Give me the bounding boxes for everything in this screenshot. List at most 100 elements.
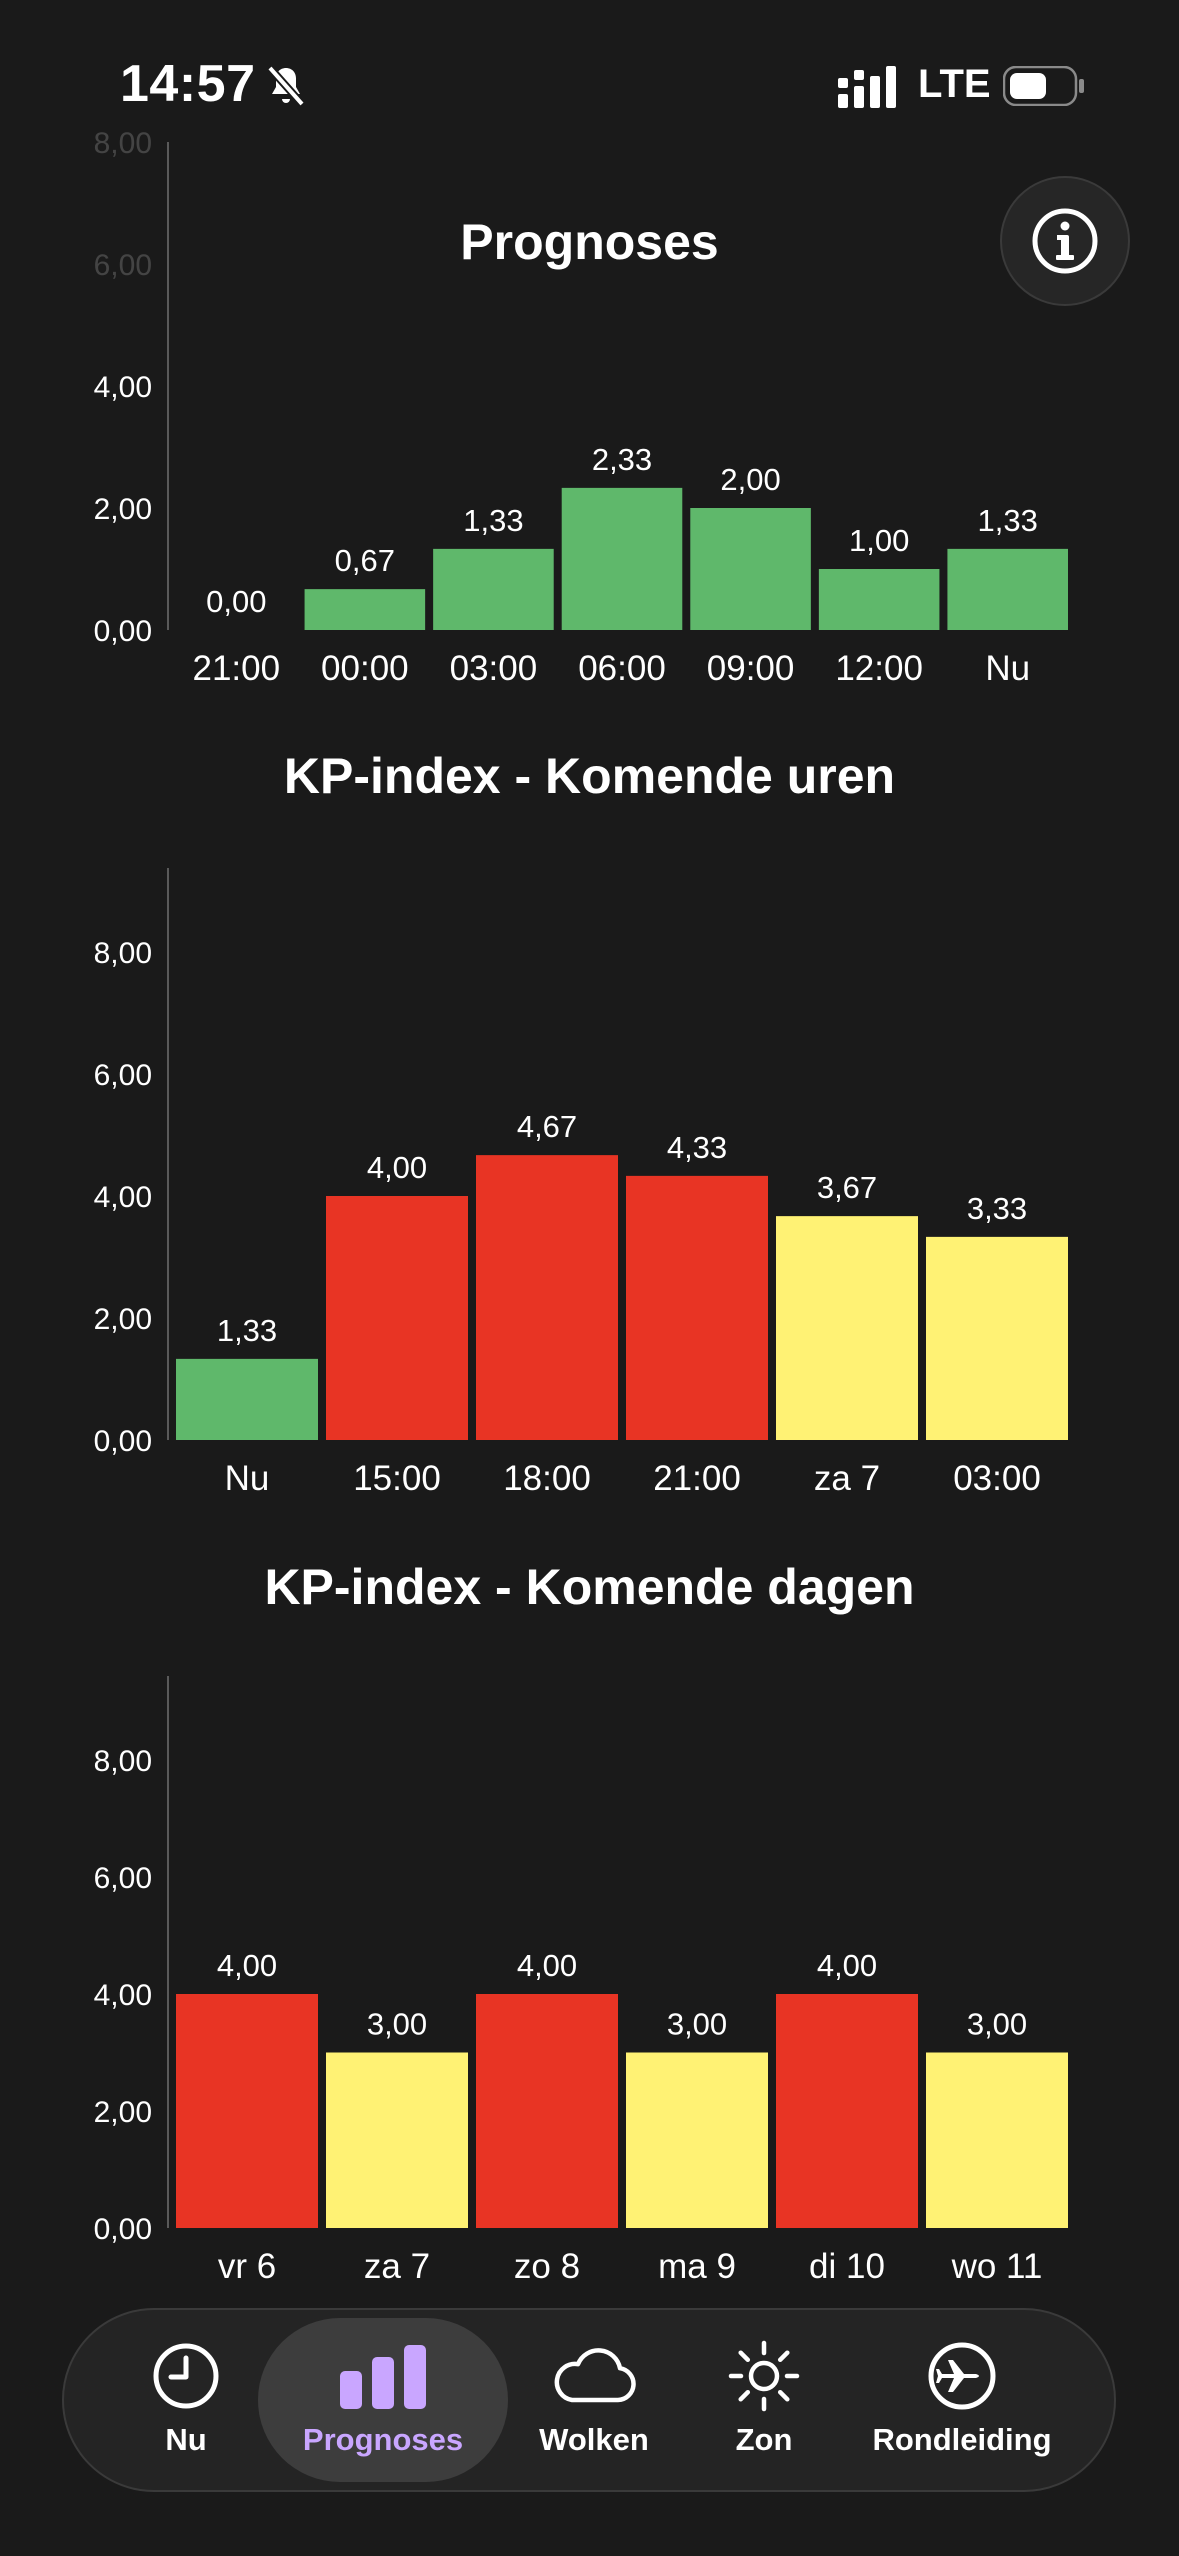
- bar-value-label: 2,33: [592, 442, 652, 477]
- y-tick-label: 4,00: [94, 1181, 152, 1214]
- tab-label: Wolken: [539, 2422, 649, 2457]
- x-tick-label: 03:00: [450, 649, 538, 688]
- x-tick-label: vr 6: [218, 2247, 276, 2286]
- bar-value-label: 3,00: [967, 2007, 1027, 2042]
- tab-zon[interactable]: Zon: [704, 2318, 824, 2482]
- status-time: 14:57: [120, 55, 256, 113]
- bar-0300: [433, 548, 554, 630]
- bar-chart-icon: [340, 2345, 426, 2409]
- tab-label: Nu: [165, 2422, 207, 2457]
- bar-zo-8: [476, 1994, 618, 2228]
- x-tick-label: 12:00: [835, 649, 923, 688]
- y-tick-label: 6,00: [94, 249, 152, 282]
- bar-value-label: 3,00: [667, 2007, 727, 2042]
- tab-label: Prognoses: [302, 2422, 464, 2457]
- bar-value-label: 1,33: [217, 1313, 277, 1348]
- bar-0900: [690, 508, 811, 630]
- x-tick-label: za 7: [364, 2247, 430, 2286]
- bar-value-label: 0,67: [335, 543, 395, 578]
- y-tick-label: 0,00: [94, 2213, 152, 2246]
- x-tick-label: 21:00: [192, 649, 280, 688]
- x-tick-label: 18:00: [503, 1459, 591, 1498]
- y-tick-label: 8,00: [94, 127, 152, 160]
- y-tick-label: 4,00: [94, 1979, 152, 2012]
- x-tick-label: ma 9: [658, 2247, 736, 2286]
- y-tick-label: 0,00: [94, 615, 152, 648]
- cellular-signal-icon: [838, 66, 896, 108]
- y-tick-label: 8,00: [94, 1745, 152, 1778]
- bar-value-label: 4,00: [217, 1948, 277, 1983]
- kp-index-hours-chart: 0,00 2,00 4,00 6,00 8,00 1,33 Nu 4,00 15:00 4,67 1…: [94, 868, 1068, 1498]
- bar-0300: [926, 1236, 1068, 1440]
- sun-icon: [728, 2340, 800, 2412]
- tab-label: Rondleiding: [872, 2422, 1052, 2457]
- y-tick-label: 6,00: [94, 1862, 152, 1895]
- x-tick-label: 06:00: [578, 649, 666, 688]
- chart-title-komende-dagen: KP-index - Komende dagen: [264, 1559, 915, 1615]
- page-title: Prognoses: [460, 214, 719, 270]
- bar-value-label: 4,67: [517, 1109, 577, 1144]
- status-bar: 14:57 LTE: [0, 0, 1179, 170]
- x-tick-label: Nu: [985, 649, 1030, 688]
- network-type: LTE: [918, 62, 991, 106]
- tab-prognoses[interactable]: Prognoses: [258, 2318, 508, 2482]
- bar-za-7: [326, 2052, 468, 2228]
- bar-value-label: 3,67: [817, 1170, 877, 1205]
- bar-value-label: 1,33: [463, 503, 523, 538]
- tab-label: Zon: [735, 2422, 793, 2457]
- cloud-icon: [554, 2348, 636, 2403]
- prognosis-chart: 0,00 2,00 4,00 6,00 8,00 0,00 21:00 0,67 00:00 1,…: [94, 127, 1068, 688]
- y-tick-label: 0,00: [94, 1425, 152, 1458]
- bar-value-label: 1,33: [978, 503, 1038, 538]
- bar-1500: [326, 1196, 468, 1440]
- bar-1200: [818, 569, 940, 630]
- clock-icon: [153, 2343, 219, 2409]
- bar-wo-11: [926, 2052, 1068, 2228]
- y-tick-label: 2,00: [94, 493, 152, 526]
- bar-Nu: [176, 1358, 318, 1440]
- tab-wolken[interactable]: Wolken: [519, 2318, 669, 2482]
- bar-value-label: 4,00: [367, 1150, 427, 1185]
- bar-value-label: 3,00: [367, 2007, 427, 2042]
- bar-Nu: [947, 548, 1068, 630]
- bar-ma-9: [626, 2052, 768, 2228]
- y-tick-label: 8,00: [94, 937, 152, 970]
- x-tick-label: 15:00: [353, 1459, 441, 1498]
- bell-muted-icon: [267, 65, 305, 107]
- bar-vr-6: [176, 1994, 318, 2228]
- bar-value-label: 3,33: [967, 1191, 1027, 1226]
- plane-icon: [928, 2342, 996, 2410]
- x-tick-label: 03:00: [953, 1459, 1041, 1498]
- bar-1800: [476, 1155, 618, 1440]
- bar-0600: [561, 487, 683, 630]
- info-icon: [1032, 208, 1098, 274]
- x-tick-label: 00:00: [321, 649, 409, 688]
- bar-value-label: 2,00: [720, 462, 780, 497]
- x-tick-label: zo 8: [514, 2247, 580, 2286]
- x-tick-label: 21:00: [653, 1459, 741, 1498]
- y-tick-label: 6,00: [94, 1059, 152, 1092]
- x-tick-label: za 7: [814, 1459, 880, 1498]
- x-tick-label: Nu: [225, 1459, 270, 1498]
- bar-value-label: 4,00: [517, 1948, 577, 1983]
- bar-2100: [626, 1175, 768, 1440]
- bar-za-7: [776, 1216, 918, 1440]
- bar-value-label: 0,00: [206, 584, 266, 619]
- tab-bar: Nu Prognoses Wolken: [62, 2308, 1116, 2492]
- bar-value-label: 1,00: [849, 523, 909, 558]
- kp-index-days-chart: 0,00 2,00 4,00 6,00 8,00 4,00 vr 6 3,00 za 7 4,00…: [94, 1676, 1068, 2286]
- bar-0000: [304, 589, 426, 630]
- y-tick-label: 2,00: [94, 1303, 152, 1336]
- tab-nu[interactable]: Nu: [124, 2318, 248, 2482]
- y-tick-label: 2,00: [94, 2096, 152, 2129]
- bar-value-label: 4,00: [817, 1948, 877, 1983]
- y-tick-label: 4,00: [94, 371, 152, 404]
- battery-icon: [1003, 66, 1084, 106]
- bar-di-10: [776, 1994, 918, 2228]
- info-button[interactable]: [1000, 176, 1130, 306]
- x-tick-label: di 10: [809, 2247, 885, 2286]
- bar-value-label: 4,33: [667, 1130, 727, 1165]
- x-tick-label: wo 11: [951, 2247, 1043, 2286]
- x-tick-label: 09:00: [707, 649, 795, 688]
- tab-rondleiding[interactable]: Rondleiding: [872, 2318, 1052, 2482]
